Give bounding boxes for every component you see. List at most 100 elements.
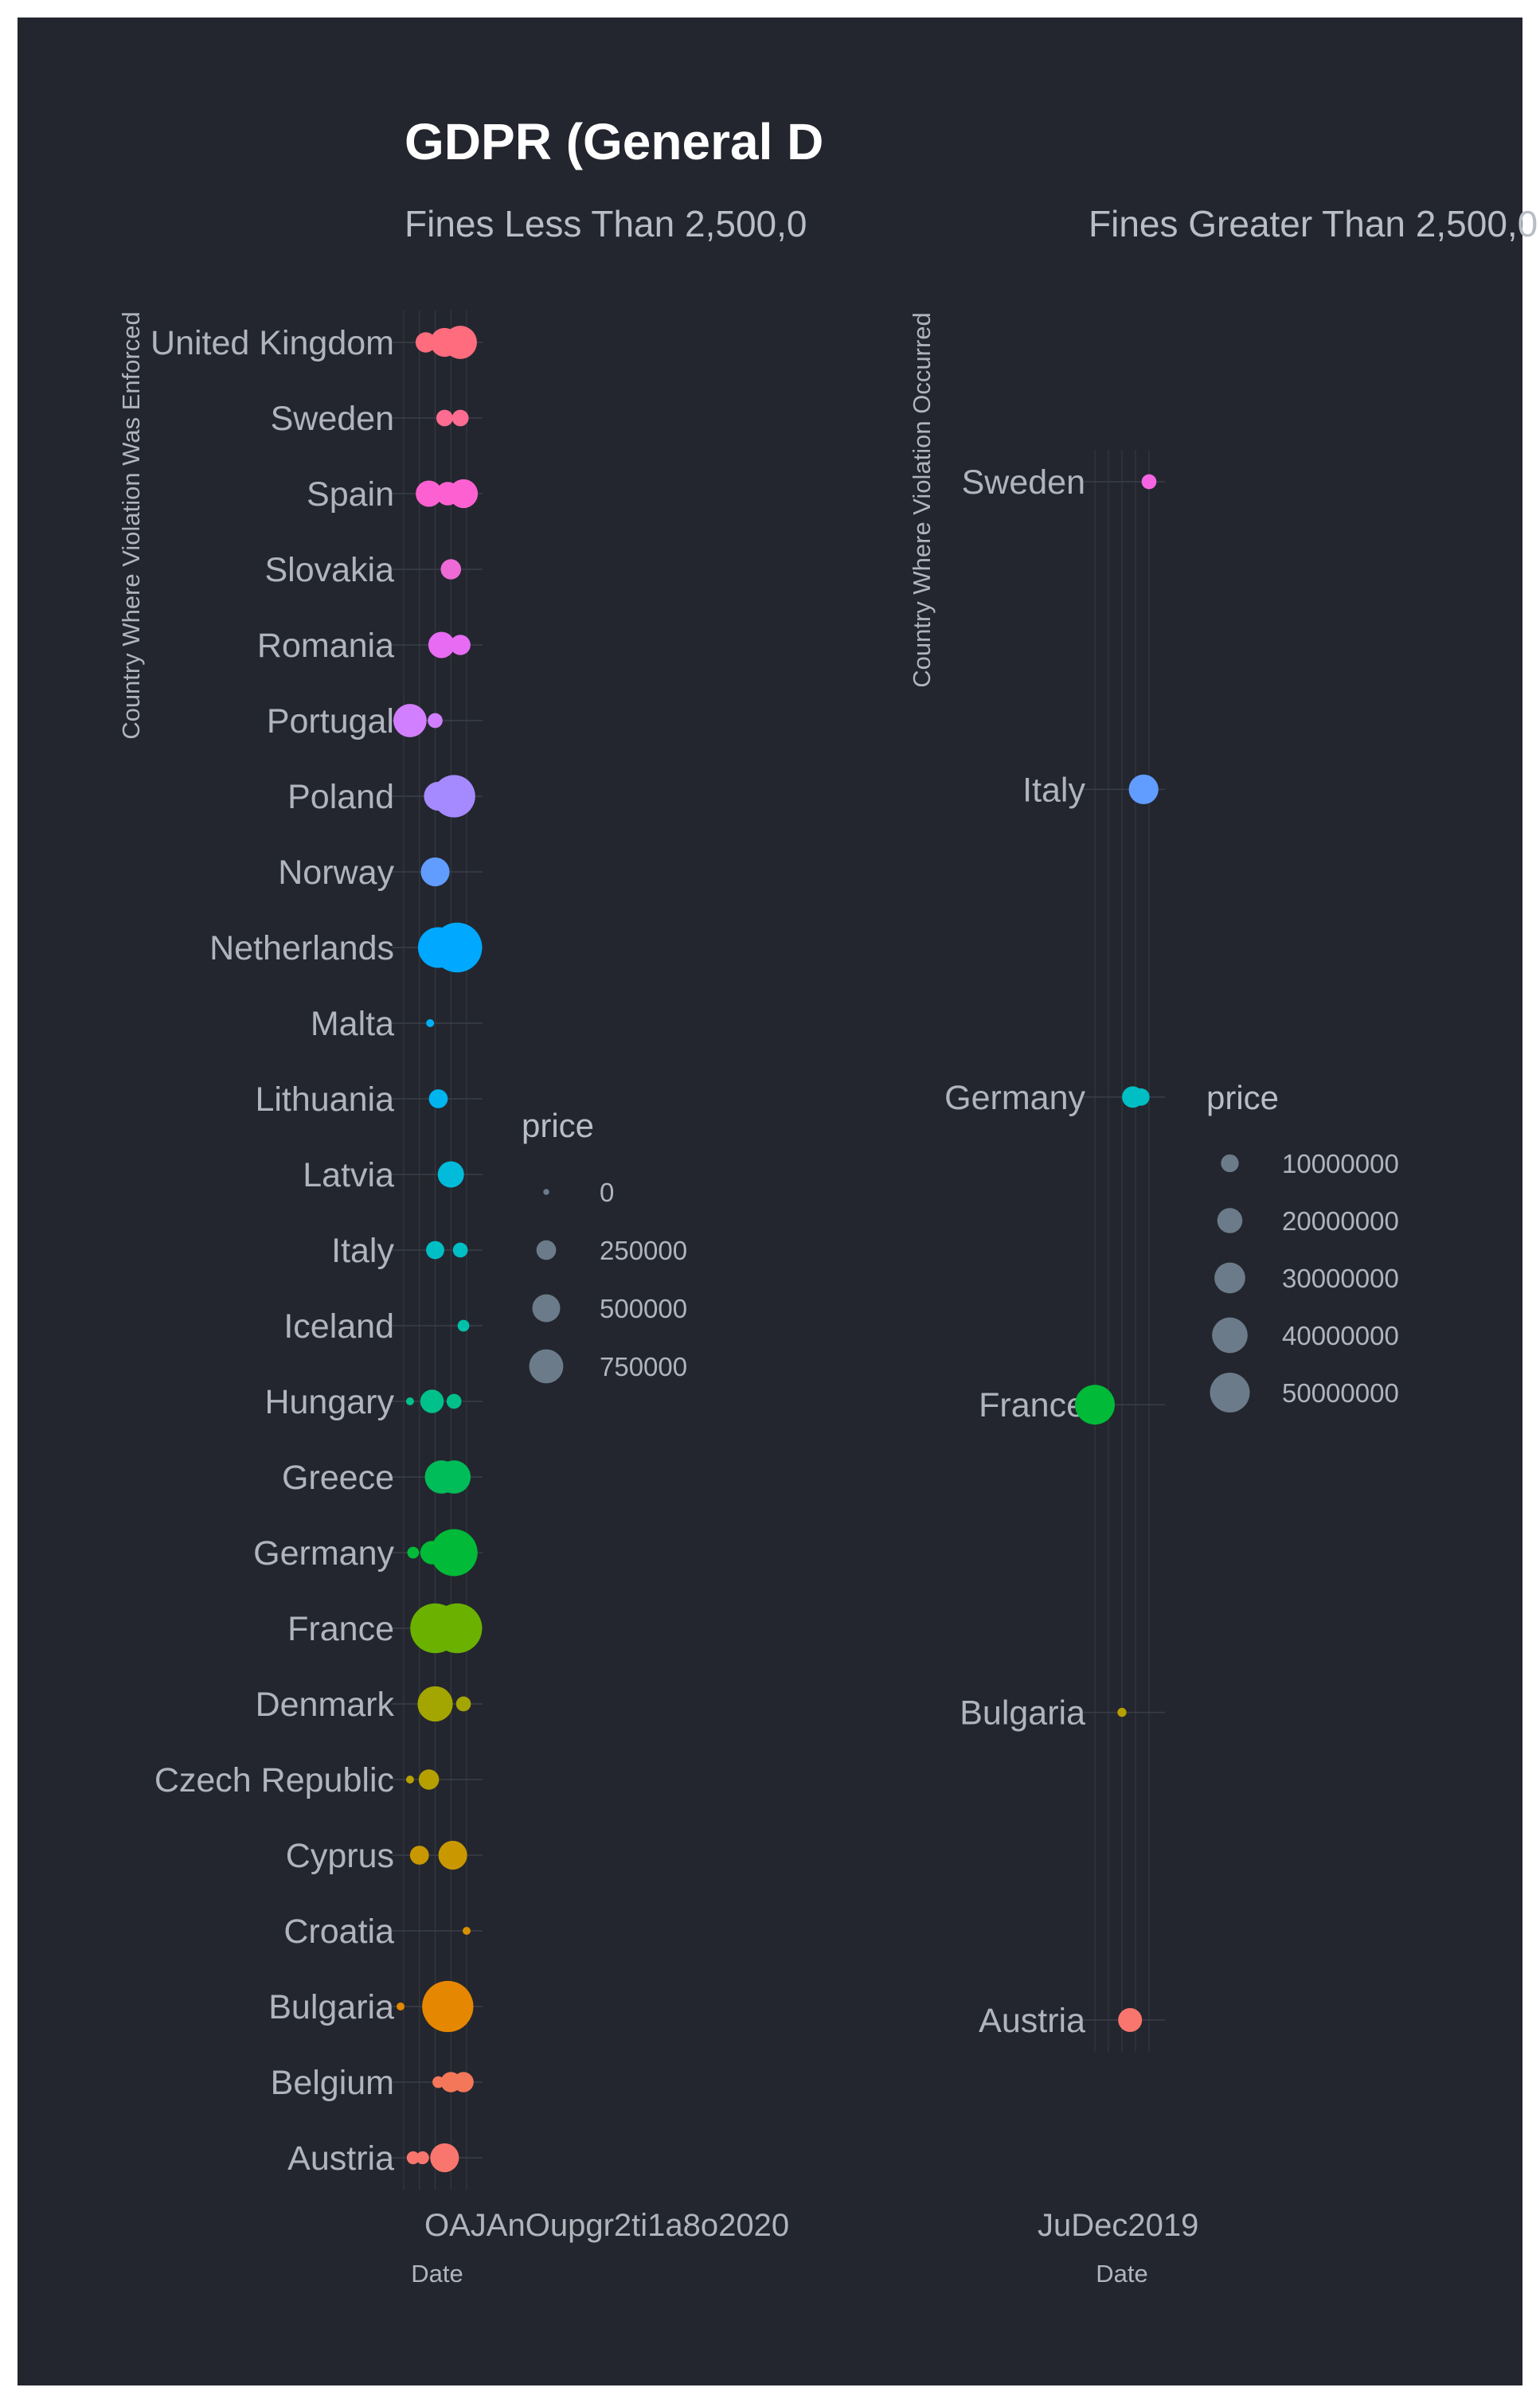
- y-tick-label-italy: Italy: [1022, 771, 1085, 809]
- legend-key: [536, 1240, 557, 1260]
- x-axis-label: Date: [1096, 2260, 1147, 2288]
- point-spain: [416, 480, 443, 507]
- point-sweden: [1141, 474, 1157, 490]
- point-hungary: [405, 1397, 414, 1405]
- y-tick-label-czech-republic: Czech Republic: [154, 1761, 394, 1799]
- point-hungary: [446, 1393, 462, 1409]
- point-bulgaria: [422, 1980, 474, 2033]
- point-germany: [407, 1546, 420, 1559]
- point-sweden: [436, 409, 453, 427]
- point-lithuania: [428, 1089, 448, 1108]
- chart-title: GDPR (General D: [405, 113, 823, 170]
- point-austria: [406, 2151, 420, 2165]
- point-romania: [450, 635, 471, 655]
- point-latvia: [437, 1161, 464, 1188]
- y-tick-label-portugal: Portugal: [267, 702, 394, 740]
- y-tick-label-bulgaria: Bulgaria: [268, 1988, 394, 2026]
- point-france: [432, 1603, 483, 1654]
- size-legend: price 0 250000 500000 750000: [522, 1107, 687, 1384]
- point-greece: [437, 1460, 471, 1494]
- point-italy: [426, 1241, 444, 1260]
- y-tick-label-austria: Austria: [287, 2139, 394, 2178]
- point-germany: [1132, 1088, 1150, 1106]
- y-tick-label-sweden: Sweden: [962, 463, 1085, 502]
- point-denmark: [455, 1696, 471, 1712]
- y-tick-label-iceland: Iceland: [283, 1307, 394, 1346]
- point-slovakia: [440, 559, 462, 580]
- point-bulgaria: [397, 2002, 405, 2010]
- y-tick-label-france: France: [979, 1386, 1085, 1424]
- point-portugal: [428, 713, 443, 729]
- y-tick-label-latvia: Latvia: [303, 1156, 394, 1194]
- y-tick-label-norway: Norway: [278, 854, 394, 892]
- legend-label: 0: [600, 1178, 614, 1207]
- panel-subtitle: Fines Greater Than 2,500,0: [1089, 203, 1538, 244]
- legend-key: [532, 1294, 561, 1323]
- point-austria: [430, 2143, 459, 2173]
- y-tick-label-united-kingdom: United Kingdom: [150, 324, 394, 362]
- point-czech-republic: [405, 1776, 414, 1784]
- legend-key: [1212, 1317, 1248, 1354]
- y-tick-label-greece: Greece: [282, 1459, 394, 1497]
- y-tick-label-spain: Spain: [307, 475, 394, 514]
- point-portugal: [393, 704, 427, 737]
- legend-label: 30000000: [1282, 1264, 1399, 1293]
- y-tick-label-germany: Germany: [944, 1079, 1085, 1117]
- legend-title: price: [1206, 1079, 1279, 1116]
- point-austria: [1118, 2008, 1143, 2032]
- panel-small-fines: Austria Belgium Bulgaria Croatia Cyprus Czech…: [117, 203, 807, 2288]
- y-tick-label-bulgaria: Bulgaria: [960, 1694, 1085, 1733]
- point-germany: [430, 1529, 478, 1577]
- y-axis-label: Country Where Violation Occurred: [908, 312, 936, 688]
- y-tick-label-france: France: [287, 1610, 394, 1648]
- point-united-kingdom: [444, 326, 477, 359]
- y-tick-label-sweden: Sweden: [271, 400, 394, 438]
- panel-large-fines: Austria Bulgaria France Germany Italy Sweden F…: [908, 203, 1538, 2288]
- size-legend: price 10000000 20000000 30000000 40000000 500…: [1206, 1079, 1399, 1412]
- point-croatia: [463, 1927, 471, 1935]
- point-sweden: [451, 409, 469, 427]
- point-cyprus: [438, 1840, 467, 1870]
- legend-title: price: [522, 1107, 594, 1144]
- point-iceland: [457, 1319, 470, 1332]
- point-spain: [448, 479, 479, 509]
- legend-key: [529, 1349, 564, 1384]
- legend-key: [543, 1189, 549, 1195]
- y-tick-label-poland: Poland: [287, 778, 394, 816]
- y-tick-label-slovakia: Slovakia: [264, 551, 394, 589]
- legend-key: [1221, 1154, 1239, 1173]
- legend-key: [1214, 1262, 1245, 1294]
- y-tick-label-hungary: Hungary: [264, 1383, 394, 1421]
- legend-label: 50000000: [1282, 1378, 1399, 1408]
- point-romania: [428, 631, 455, 658]
- x-axis-label: Date: [411, 2260, 463, 2288]
- legend-label: 500000: [600, 1294, 687, 1323]
- point-france: [1075, 1385, 1115, 1425]
- y-tick-label-denmark: Denmark: [256, 1686, 395, 1724]
- y-tick-label-malta: Malta: [311, 1005, 394, 1043]
- plot-background: [18, 18, 1522, 2385]
- y-axis-label: Country Where Violation Was Enforced: [117, 311, 145, 740]
- point-poland: [432, 775, 475, 818]
- y-tick-label-belgium: Belgium: [271, 2064, 394, 2102]
- y-tick-label-romania: Romania: [257, 627, 394, 665]
- y-tick-label-cyprus: Cyprus: [286, 1837, 394, 1875]
- point-czech-republic: [418, 1769, 440, 1790]
- legend-label: 250000: [600, 1236, 687, 1265]
- y-tick-label-netherlands: Netherlands: [209, 929, 394, 967]
- point-netherlands: [432, 922, 483, 973]
- point-norway: [420, 857, 450, 887]
- legend-label: 10000000: [1282, 1149, 1399, 1178]
- point-cyprus: [409, 1846, 429, 1865]
- legend-label: 20000000: [1282, 1206, 1399, 1236]
- point-italy: [452, 1242, 468, 1258]
- y-tick-label-italy: Italy: [331, 1232, 394, 1270]
- point-belgium: [453, 2072, 474, 2092]
- legend-key: [1217, 1208, 1243, 1233]
- y-tick-label-germany: Germany: [253, 1534, 394, 1573]
- point-italy: [1128, 774, 1159, 805]
- y-tick-label-lithuania: Lithuania: [255, 1080, 394, 1119]
- legend-key: [1210, 1373, 1250, 1412]
- x-tick-labels: OAJAnOupgr2ti1a8o2020: [424, 2208, 789, 2243]
